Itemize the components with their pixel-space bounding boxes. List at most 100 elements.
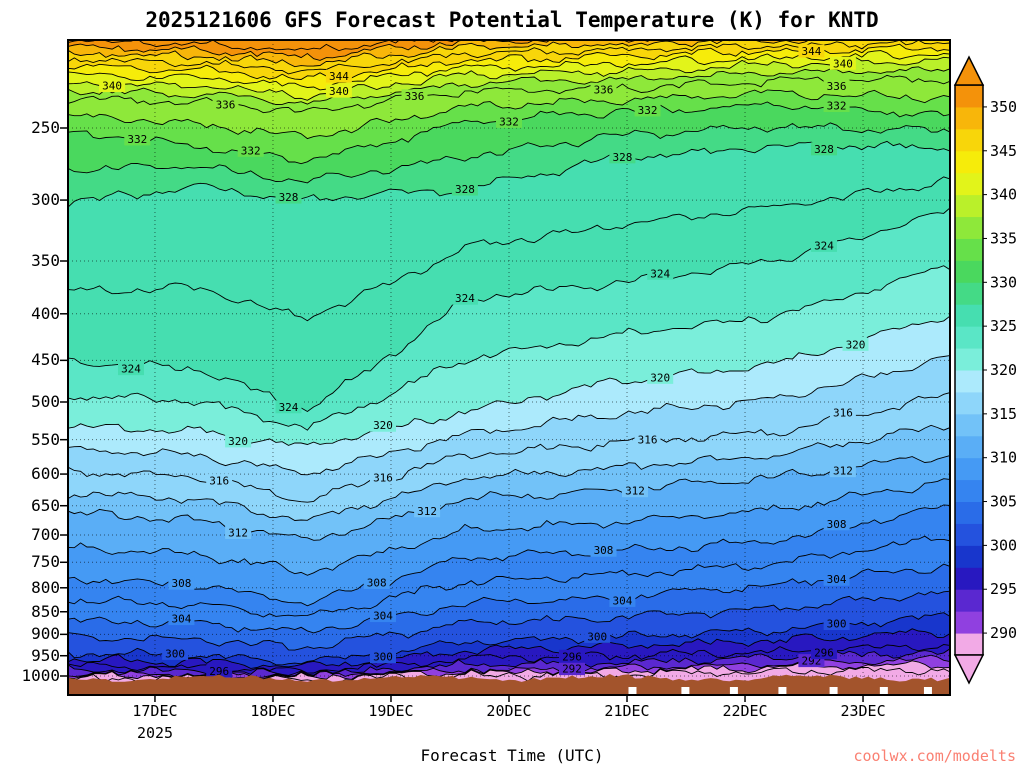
ground-strip	[68, 674, 950, 695]
y-tick-label: 450	[31, 350, 60, 370]
contour-value-label: 332	[499, 115, 519, 128]
contour-value-label: 344	[329, 70, 349, 83]
y-tick-label: 600	[31, 464, 60, 484]
y-tick-label: 750	[31, 552, 60, 572]
contour-value-label: 300	[373, 651, 393, 664]
contour-value-label: 304	[827, 573, 847, 586]
contour-value-label: 324	[814, 239, 834, 252]
contour-value-label: 300	[587, 630, 607, 643]
contour-value-label: 312	[625, 485, 645, 498]
contour-value-label: 300	[165, 647, 185, 660]
colorbar-tick-label: 350	[990, 98, 1017, 116]
y-tick-label: 500	[31, 392, 60, 411]
contour-value-label: 316	[638, 433, 658, 446]
contour-value-label: 296	[209, 665, 229, 678]
contour-value-label: 336	[405, 90, 425, 103]
colorbar-tick-label: 300	[990, 536, 1017, 554]
y-tick-label: 700	[31, 525, 60, 544]
contour-value-label: 296	[814, 647, 834, 660]
colorbar-tick-label: 345	[990, 142, 1017, 160]
chart-title: 2025121606 GFS Forecast Potential Temper…	[145, 8, 879, 32]
contour-value-label: 320	[650, 371, 670, 384]
colorbar-tick-label: 310	[990, 449, 1017, 467]
y-tick-label: 1000	[21, 666, 60, 685]
contour-value-label: 324	[121, 363, 141, 376]
colorbar-tick-label: 305	[990, 493, 1017, 511]
y-tick-label: 300	[31, 190, 60, 210]
contour-value-label: 336	[216, 98, 236, 111]
y-tick-label: 850	[31, 601, 60, 621]
colorbar-bottom-arrow	[953, 654, 985, 685]
contour-value-label: 312	[228, 526, 248, 539]
contour-value-label: 332	[827, 100, 847, 113]
contour-value-label: 328	[279, 191, 299, 204]
colorbar-tick-label: 340	[990, 186, 1017, 204]
contour-value-label: 328	[814, 143, 834, 156]
contour-value-label: 340	[833, 57, 853, 70]
y-tick-label: 250	[31, 118, 60, 137]
y-tick-label: 950	[31, 645, 60, 665]
contour-value-label: 324	[455, 292, 475, 305]
contour-value-label: 312	[417, 505, 437, 518]
y-tick-label: 550	[31, 429, 60, 449]
contour-value-label: 308	[594, 544, 614, 557]
contour-value-label: 344	[801, 45, 821, 58]
contour-value-label: 316	[833, 406, 853, 419]
contour-value-label: 332	[127, 133, 147, 146]
x-tick-label: 18DEC	[250, 702, 296, 720]
x-axis-year-label: 2025	[136, 724, 174, 742]
contour-value-label: 304	[171, 613, 191, 626]
contour-value-label: 336	[594, 83, 614, 96]
y-tick-label: 350	[31, 251, 60, 270]
colorbar-tick-label: 315	[990, 405, 1017, 423]
contour-value-label: 328	[612, 151, 632, 164]
contour-value-label: 304	[612, 594, 632, 607]
x-tick-label: 21DEC	[604, 702, 650, 720]
contour-value-label: 332	[241, 144, 261, 157]
contour-value-label: 304	[373, 610, 393, 623]
x-axis-title: Forecast Time (UTC)	[420, 746, 604, 765]
contour-value-label: 308	[171, 577, 191, 590]
contour-value-label: 308	[827, 518, 847, 531]
y-tick-label: 800	[31, 577, 60, 597]
contour-value-label: 316	[209, 475, 229, 488]
contour-value-label: 316	[373, 472, 393, 485]
contour-value-label: 332	[638, 104, 658, 117]
colorbar-tick-label: 290	[990, 624, 1017, 642]
y-tick-label: 900	[31, 624, 60, 644]
contour-value-label: 320	[373, 419, 393, 432]
colorbar-tick-label: 335	[990, 229, 1017, 247]
contour-value-label: 300	[827, 618, 847, 631]
x-tick-label: 17DEC	[132, 702, 178, 720]
x-tick-label: 20DEC	[486, 702, 532, 720]
colorbar-tick-label: 320	[990, 361, 1017, 379]
contour-value-label: 336	[827, 80, 847, 93]
contour-value-label: 328	[455, 183, 475, 196]
colorbar-top-arrow	[953, 55, 985, 86]
colorbar-tick-label: 325	[990, 317, 1017, 335]
contour-value-label: 324	[279, 401, 299, 414]
axis-ticks	[60, 127, 864, 702]
contour-value-label: 340	[102, 80, 122, 93]
x-tick-label: 19DEC	[368, 702, 414, 720]
contour-value-label: 340	[329, 85, 349, 98]
contour-value-label: 296	[562, 650, 582, 663]
watermark-text: coolwx.com/modelts	[853, 747, 1016, 765]
contour-value-label: 320	[846, 338, 866, 351]
contour-value-label: 312	[833, 465, 853, 478]
contour-value-label: 324	[650, 267, 670, 280]
x-tick-label: 23DEC	[840, 702, 886, 720]
contour-value-label: 320	[228, 435, 248, 448]
colorbar: 290 295 300 305 310 315 320 325 330 335 340 345 350	[953, 55, 1017, 685]
y-tick-label: 400	[31, 303, 60, 323]
colorbar-tick-label: 295	[990, 580, 1017, 598]
y-tick-label: 650	[31, 495, 60, 515]
colorbar-tick-label: 330	[990, 273, 1017, 291]
x-tick-label: 22DEC	[722, 702, 768, 720]
contour-value-label: 308	[367, 576, 387, 589]
contour-value-label: 292	[562, 663, 582, 676]
contour-fills	[68, 40, 950, 695]
